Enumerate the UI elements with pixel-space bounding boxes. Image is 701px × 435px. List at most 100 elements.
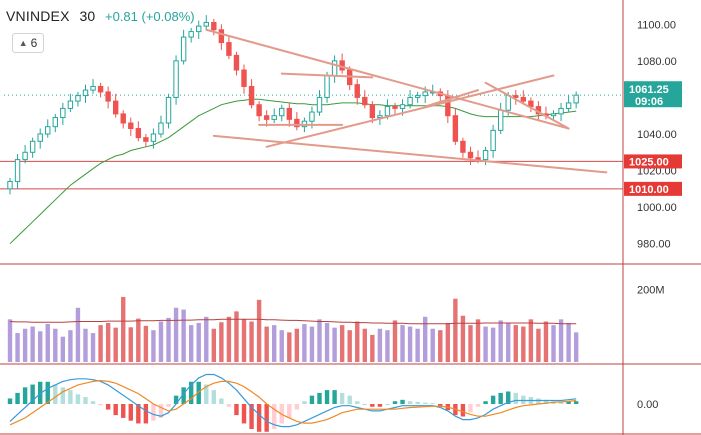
candle-body[interactable] — [135, 128, 142, 139]
volume-bar — [490, 327, 496, 362]
candle-body[interactable] — [75, 95, 81, 102]
candle-body[interactable] — [354, 84, 360, 98]
candle-body[interactable] — [14, 159, 21, 183]
candle-body[interactable] — [377, 115, 383, 119]
candle-body[interactable] — [467, 151, 474, 159]
candle-body[interactable] — [482, 149, 489, 161]
candle-body[interactable] — [565, 102, 572, 109]
candle-body[interactable] — [120, 113, 126, 124]
macd-histogram-bar — [90, 401, 96, 404]
candle-body[interactable] — [505, 95, 511, 111]
candle-body[interactable] — [105, 91, 111, 102]
macd-histogram-bar — [536, 398, 541, 404]
macd-histogram-bar — [143, 404, 149, 424]
candle-body[interactable] — [97, 85, 104, 93]
level-price-label-bg — [624, 154, 682, 169]
macd-histogram-bar — [362, 404, 367, 405]
candle-body[interactable] — [369, 104, 376, 119]
candle-body[interactable] — [316, 96, 323, 113]
candle-body[interactable] — [384, 106, 391, 117]
candle-body[interactable] — [7, 181, 13, 190]
candle-body[interactable] — [248, 85, 255, 106]
candle-body[interactable] — [60, 107, 66, 119]
candle-body[interactable] — [196, 25, 202, 33]
candle-body[interactable] — [422, 91, 428, 97]
candle-body[interactable] — [241, 69, 247, 87]
price-tick-label: 1080.00 — [637, 56, 677, 68]
candle-body[interactable] — [520, 96, 527, 102]
candle-body[interactable] — [497, 109, 504, 131]
candle-body[interactable] — [362, 96, 368, 106]
candle-body[interactable] — [490, 129, 496, 151]
symbol-name[interactable]: VNINDEX — [6, 8, 70, 24]
candle-body[interactable] — [90, 85, 96, 91]
macd-signal-line — [9, 379, 577, 426]
candle-body[interactable] — [392, 106, 398, 109]
macd-histogram-bar — [121, 404, 126, 418]
volume-bar — [309, 326, 315, 362]
candle-body[interactable] — [399, 104, 406, 109]
macd-histogram-bar — [309, 395, 315, 404]
candle-body[interactable] — [22, 151, 28, 161]
candle-body[interactable] — [158, 122, 164, 135]
candle-body[interactable] — [263, 115, 270, 120]
candle-body[interactable] — [150, 133, 157, 142]
macd-histogram-bar — [475, 404, 481, 407]
candle-body[interactable] — [294, 118, 300, 128]
trendline[interactable] — [212, 134, 608, 174]
candle-body[interactable] — [128, 122, 134, 130]
candle-body[interactable] — [180, 36, 187, 62]
price-change: +0.81 (+0.08%) — [105, 9, 195, 24]
candle-body[interactable] — [188, 31, 194, 38]
candle-body[interactable] — [218, 29, 225, 44]
candle-body[interactable] — [45, 126, 51, 135]
candle-body[interactable] — [324, 74, 330, 98]
macd-histogram-bar — [173, 395, 179, 404]
indicators-toggle-button[interactable]: ▲ 6 — [12, 33, 44, 53]
macd-histogram-bar — [272, 404, 277, 430]
macd-histogram-bar — [521, 395, 526, 404]
candle-body[interactable] — [513, 95, 519, 98]
candle-body[interactable] — [67, 100, 74, 109]
trendline[interactable] — [205, 28, 570, 130]
trendline[interactable] — [484, 81, 570, 130]
candle-body[interactable] — [331, 60, 338, 76]
current-price-label: 1061.25 — [629, 84, 669, 96]
candle-body[interactable] — [211, 21, 217, 31]
candle-body[interactable] — [203, 21, 209, 27]
candle-body[interactable] — [279, 107, 285, 117]
candle-body[interactable] — [37, 133, 43, 142]
current-price-label-bg — [624, 81, 682, 108]
candle-body[interactable] — [309, 111, 315, 122]
candle-body[interactable] — [173, 60, 179, 98]
candle-body[interactable] — [52, 117, 58, 128]
candle-body[interactable] — [256, 104, 262, 117]
macd-histogram-bar — [211, 390, 217, 404]
candle-body[interactable] — [407, 96, 413, 106]
candle-body[interactable] — [452, 115, 459, 142]
trendline[interactable] — [265, 74, 555, 148]
interval-label[interactable]: 30 — [79, 8, 96, 24]
candle-body[interactable] — [29, 140, 36, 153]
candle-body[interactable] — [233, 54, 240, 71]
candle-body[interactable] — [286, 107, 293, 120]
candle-body[interactable] — [528, 100, 534, 108]
candle-body[interactable] — [271, 115, 277, 120]
candle-body[interactable] — [573, 94, 579, 104]
candle-body[interactable] — [82, 89, 89, 97]
trendline[interactable] — [424, 89, 480, 108]
volume-bar — [370, 334, 375, 362]
candle-body[interactable] — [550, 113, 557, 117]
candle-body[interactable] — [112, 100, 119, 115]
candle-body[interactable] — [165, 96, 172, 124]
macd-histogram-bar — [347, 395, 352, 404]
candle-body[interactable] — [558, 107, 564, 115]
candle-body[interactable] — [414, 95, 421, 98]
trendline[interactable] — [280, 72, 374, 79]
candle-body[interactable] — [143, 137, 149, 142]
volume-bar — [234, 311, 239, 362]
candle-body[interactable] — [460, 140, 466, 153]
candle-body[interactable] — [226, 42, 232, 56]
